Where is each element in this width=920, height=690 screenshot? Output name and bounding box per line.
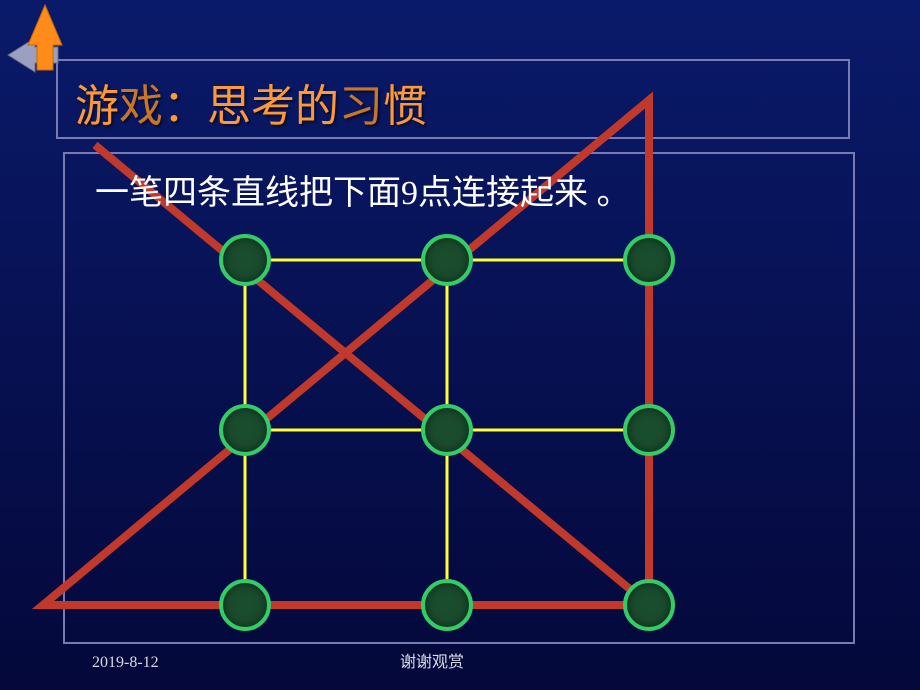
puzzle-dot [219,234,271,286]
puzzle-dot [421,579,473,631]
puzzle-dot [623,404,675,456]
nav-up-arrow-icon[interactable] [28,5,62,70]
puzzle-dot [623,234,675,286]
puzzle-dot [219,404,271,456]
footer-thanks: 谢谢观赏 [400,648,464,672]
puzzle-dot [219,579,271,631]
puzzle-dot [421,234,473,286]
nav-left-arrow-icon[interactable] [8,38,58,72]
slide-title: 游戏：思考的习惯 [75,70,427,134]
footer-date: 2019-8-12 [92,654,159,672]
content-box [64,153,854,643]
puzzle-dot [421,404,473,456]
slide-stage: 游戏：思考的习惯一笔四条直线把下面9点连接起来 。 2019-8-12 谢谢观赏 [0,0,920,690]
slide-subtitle: 一笔四条直线把下面9点连接起来 。 [95,165,631,214]
puzzle-dot [623,579,675,631]
